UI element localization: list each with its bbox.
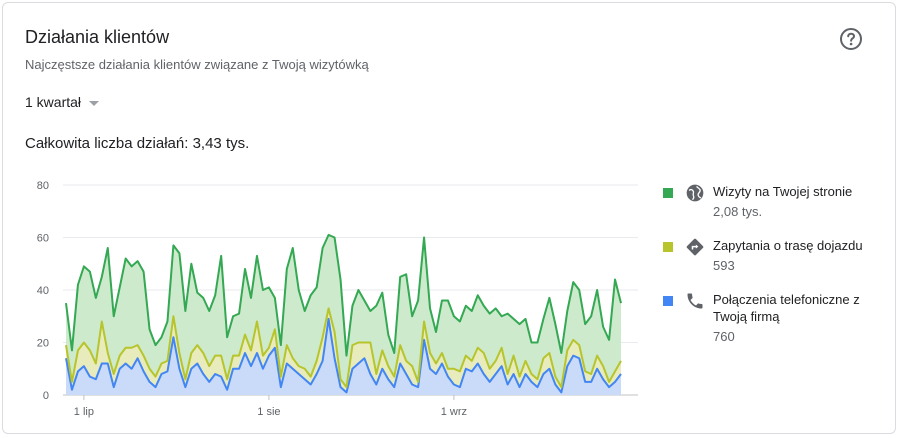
legend-label-website-visits: Wizyty na Twojej stronie bbox=[713, 184, 853, 199]
series-area-2 bbox=[66, 234, 621, 388]
phone-icon bbox=[687, 293, 703, 309]
y-tick-label-80: 80 bbox=[37, 180, 49, 192]
series-line-2 bbox=[65, 233, 622, 357]
legend-count-website-visits: 2,08 tys. bbox=[713, 204, 763, 219]
period-selected-value: 1 kwartał bbox=[25, 94, 82, 110]
x-tick-label-1: 1 sie bbox=[257, 406, 280, 418]
y-tick-label-60: 60 bbox=[37, 233, 49, 245]
globe-icon bbox=[686, 184, 704, 202]
y-tick-label-0: 0 bbox=[43, 390, 49, 402]
legend-count-phone-calls: 760 bbox=[713, 329, 735, 344]
y-tick-label-20: 20 bbox=[37, 338, 49, 350]
chevron-down-icon bbox=[89, 100, 100, 106]
legend-count-direction-requests: 593 bbox=[713, 258, 735, 273]
total-actions: Całkowita liczba działań: 3,43 tys. bbox=[25, 135, 250, 152]
x-tick-label-0: 1 lip bbox=[74, 406, 94, 418]
legend-label-phone-calls: Połączenia telefoniczne z Twoją firmą bbox=[713, 292, 860, 324]
legend-swatch-website-visits bbox=[663, 188, 673, 198]
legend-item-website-visits: Wizyty na Twojej stronie 2,08 tys. bbox=[663, 183, 893, 220]
legend-item-direction-requests: Zapytania o trasę dojazdu 593 bbox=[663, 237, 893, 274]
help-circle-icon[interactable] bbox=[839, 27, 863, 51]
card-subtitle: Najczęstsze działania klientów związane … bbox=[25, 57, 369, 72]
legend-swatch-phone-calls bbox=[663, 296, 673, 306]
legend-item-phone-calls: Połączenia telefoniczne z Twoją firmą 76… bbox=[663, 291, 893, 345]
legend-swatch-direction-requests bbox=[663, 242, 673, 252]
series-line-1 bbox=[65, 307, 622, 389]
customer-actions-card: Działania klientów Najczęstsze działania… bbox=[2, 2, 896, 434]
y-tick-label-40: 40 bbox=[37, 285, 49, 297]
card-title: Działania klientów bbox=[25, 27, 170, 47]
x-tick-label-2: 1 wrz bbox=[441, 406, 467, 418]
directions-icon bbox=[686, 238, 704, 256]
actions-area-chart: 0 20 40 60 80 1 lip 1 sie 1 wrz bbox=[37, 180, 638, 418]
series-line-0 bbox=[65, 317, 622, 394]
series-area-1 bbox=[66, 308, 621, 393]
legend-label-direction-requests: Zapytania o trasę dojazdu bbox=[713, 238, 863, 253]
period-dropdown[interactable]: 1 kwartał bbox=[25, 94, 100, 110]
